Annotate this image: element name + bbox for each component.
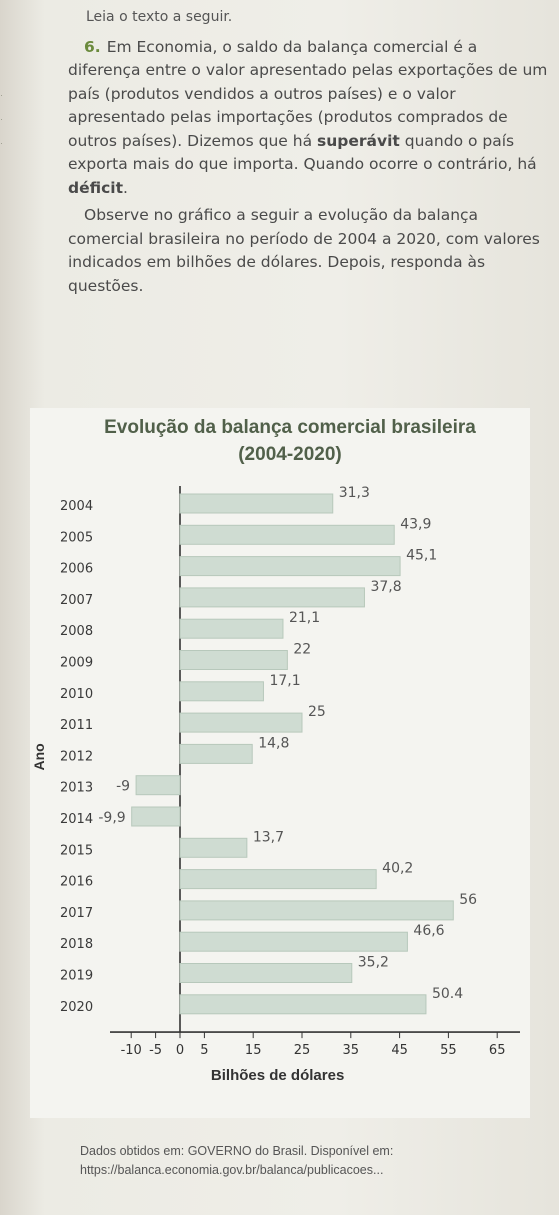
category-label: 2011 (60, 718, 93, 733)
bar-2010 (179, 681, 264, 702)
data-label: 45,1 (406, 548, 437, 564)
bar-2013 (135, 775, 181, 796)
category-label: 2006 (60, 562, 93, 577)
x-tick-label: -10 (121, 1043, 142, 1058)
bar-2014 (131, 806, 181, 827)
x-tick-label: 65 (489, 1043, 506, 1058)
paragraph-part: . (123, 178, 128, 197)
data-label: 56 (459, 892, 477, 908)
data-label: 17,1 (269, 673, 300, 689)
source-note: Dados obtidos em: GOVERNO do Brasil. Dis… (80, 1142, 559, 1180)
data-label: 43,9 (400, 516, 431, 532)
chart-figure: Evolução da balança comercial brasileira… (30, 408, 530, 1118)
x-tick-label: 15 (245, 1043, 262, 1058)
x-tick-label: 0 (176, 1043, 184, 1058)
instruction-lead: Leia o texto a seguir. (86, 9, 233, 25)
x-tick-label: -5 (149, 1043, 162, 1058)
category-label: 2015 (60, 843, 93, 858)
data-label: 13,7 (253, 829, 284, 845)
category-label: 2007 (60, 593, 93, 608)
bar-2019 (179, 963, 353, 983)
category-label: 2012 (60, 749, 93, 764)
question-number: 6. (84, 37, 101, 56)
bar-2015 (179, 837, 248, 858)
data-label: 35,2 (358, 955, 389, 971)
source-line-2: https://balanca.economia.gov.br/balanca/… (80, 1163, 384, 1177)
x-tick-label: 55 (440, 1043, 457, 1058)
instruction-paragraph: Observe no gráfico a seguir a evolução d… (68, 206, 540, 295)
margin-annotations: · · · (0, 90, 3, 148)
bar-2011 (179, 712, 303, 733)
x-tick-label: 5 (200, 1043, 208, 1058)
x-tick-label: 45 (391, 1043, 408, 1058)
chart-title: Evolução da balança comercial brasileira… (104, 417, 476, 465)
bar-2005 (179, 524, 395, 545)
bar-2012 (179, 743, 253, 764)
bar-2009 (179, 650, 288, 670)
x-axis-title: Bilhões de dólares (211, 1067, 344, 1084)
bar-2017 (179, 900, 454, 921)
category-label: 2010 (60, 687, 93, 702)
bar-2007 (179, 587, 365, 608)
x-tick-label: 25 (294, 1043, 311, 1058)
bar-2018 (179, 931, 408, 952)
data-label: 31,3 (339, 485, 370, 501)
paragraph-part: quando o país exporta mais do que import… (68, 131, 537, 174)
source-line-1: Dados obtidos em: GOVERNO do Brasil. Dis… (80, 1144, 394, 1158)
term-deficit: déficit (68, 178, 124, 197)
data-label: 46,6 (413, 923, 444, 939)
intro-text: Leia o texto a seguir. 6. Em Economia, o … (68, 6, 548, 298)
data-label: -9,9 (98, 810, 125, 826)
bar-2008 (179, 618, 284, 639)
data-label: 25 (308, 704, 326, 720)
bar-2004 (179, 493, 334, 514)
bar-2006 (179, 556, 401, 577)
category-label: 2009 (60, 656, 93, 671)
data-label: -9 (116, 779, 130, 795)
category-label: 2013 (60, 781, 93, 796)
category-label: 2016 (60, 875, 93, 890)
category-label: 2005 (60, 530, 93, 545)
category-label: 2004 (60, 499, 93, 514)
category-label: 2014 (60, 812, 93, 827)
bar-2020 (179, 994, 427, 1015)
y-axis-title: Ano (31, 743, 47, 770)
data-label: 37,8 (370, 579, 401, 595)
category-label: 2017 (60, 906, 93, 921)
category-label: 2019 (60, 969, 93, 984)
data-label: 21,1 (289, 610, 320, 626)
data-label: 40,2 (382, 861, 413, 877)
term-superavit: superávit (317, 131, 400, 150)
data-label: 22 (293, 642, 311, 658)
bar-chart: 2004 31,3 2005 43,9 2006 45,1 2007 37,8 2008 21,1… (31, 485, 520, 1084)
category-label: 2018 (60, 937, 93, 952)
bar-2016 (179, 869, 377, 890)
category-label: 2020 (60, 1000, 93, 1015)
data-label: 14,8 (258, 735, 289, 751)
category-label: 2008 (60, 624, 93, 639)
paragraph-part: Em Economia, o saldo da balança comercia… (68, 37, 548, 150)
x-tick-label: 35 (343, 1043, 360, 1058)
data-label: 50.4 (432, 986, 463, 1002)
definition-paragraph: 6. Em Economia, o saldo da balança comerc… (68, 36, 548, 201)
